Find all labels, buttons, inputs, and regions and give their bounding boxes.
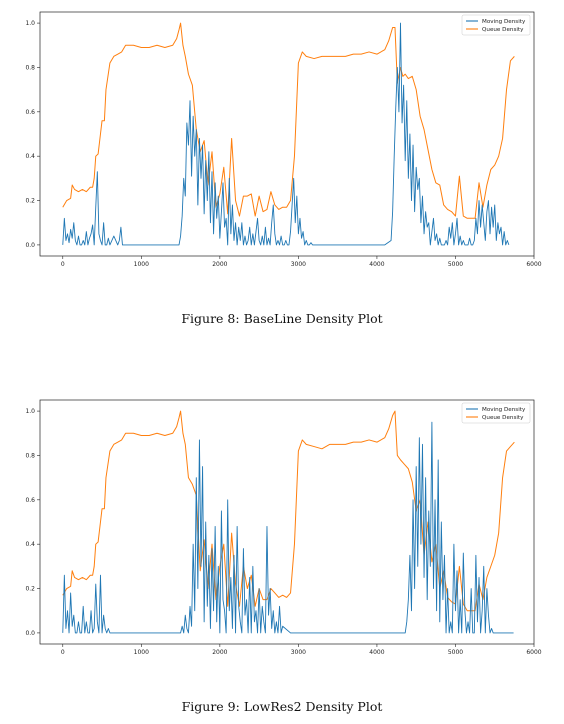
moving-density-series-line: [62, 421, 514, 634]
lowres2-density-chart: 0 1000 2000 3000 4000 5000 6000 0.0 0.2 0.4 0.6 0.8…: [25, 399, 542, 656]
baseline-density-chart: 0 1000 2000 3000 4000 5000 6000 0.0 0.2 0.4 0.6 0.8…: [25, 11, 542, 268]
y-tick-label: 0.8: [25, 452, 35, 459]
plot-frame: [39, 11, 535, 257]
moving-density-series-line: [62, 22, 510, 246]
y-tick-label: 0.2: [25, 198, 35, 205]
y-tick-label: 0.0: [25, 630, 35, 637]
legend-box: [461, 14, 531, 36]
figure-8: 0 1000 2000 3000 4000 5000 6000 0.0 0.2 0.4 0.6 0.8…: [0, 0, 564, 270]
x-tick-label: 6000: [526, 261, 541, 268]
x-tick-label: 2000: [212, 261, 227, 268]
x-tick-label: 4000: [369, 649, 384, 656]
x-tick-label: 4000: [369, 261, 384, 268]
legend-label-moving-density: Moving Density: [482, 407, 526, 413]
x-tick-label: 3000: [291, 649, 306, 656]
y-tick-label: 1.0: [25, 20, 35, 27]
legend-box: [461, 402, 531, 424]
legend: Moving Density Queue Density: [461, 402, 531, 424]
x-tick-label: 3000: [291, 261, 306, 268]
x-tick-label: 2000: [212, 649, 227, 656]
y-tick-label: 0.6: [25, 109, 35, 116]
y-tick-label: 1.0: [25, 408, 35, 415]
x-tick-label: 0: [61, 649, 65, 656]
y-tick-label: 0.4: [25, 153, 35, 160]
figure-9-caption: Figure 9: LowRes2 Density Plot: [181, 699, 383, 714]
x-tick-label: 0: [61, 261, 65, 268]
x-tick-label: 6000: [526, 649, 541, 656]
x-tick-label: 5000: [448, 261, 463, 268]
y-tick-label: 0.8: [25, 64, 35, 71]
x-tick-label: 1000: [134, 261, 149, 268]
x-tick-label: 5000: [448, 649, 463, 656]
figure-9: 0 1000 2000 3000 4000 5000 6000 0.0 0.2 0.4 0.6 0.8…: [0, 388, 564, 658]
y-tick-label: 0.2: [25, 586, 35, 593]
legend-label-moving-density: Moving Density: [482, 19, 526, 25]
x-tick-label: 1000: [134, 649, 149, 656]
y-tick-label: 0.0: [25, 242, 35, 249]
y-tick-label: 0.4: [25, 541, 35, 548]
legend: Moving Density Queue Density: [461, 14, 531, 36]
queue-density-series-line: [62, 22, 515, 219]
legend-label-queue-density: Queue Density: [482, 415, 524, 421]
queue-density-series-line: [62, 410, 515, 612]
plot-frame: [39, 399, 535, 645]
figure-8-caption: Figure 8: BaseLine Density Plot: [181, 311, 383, 326]
y-tick-label: 0.6: [25, 497, 35, 504]
legend-label-queue-density: Queue Density: [482, 27, 524, 33]
